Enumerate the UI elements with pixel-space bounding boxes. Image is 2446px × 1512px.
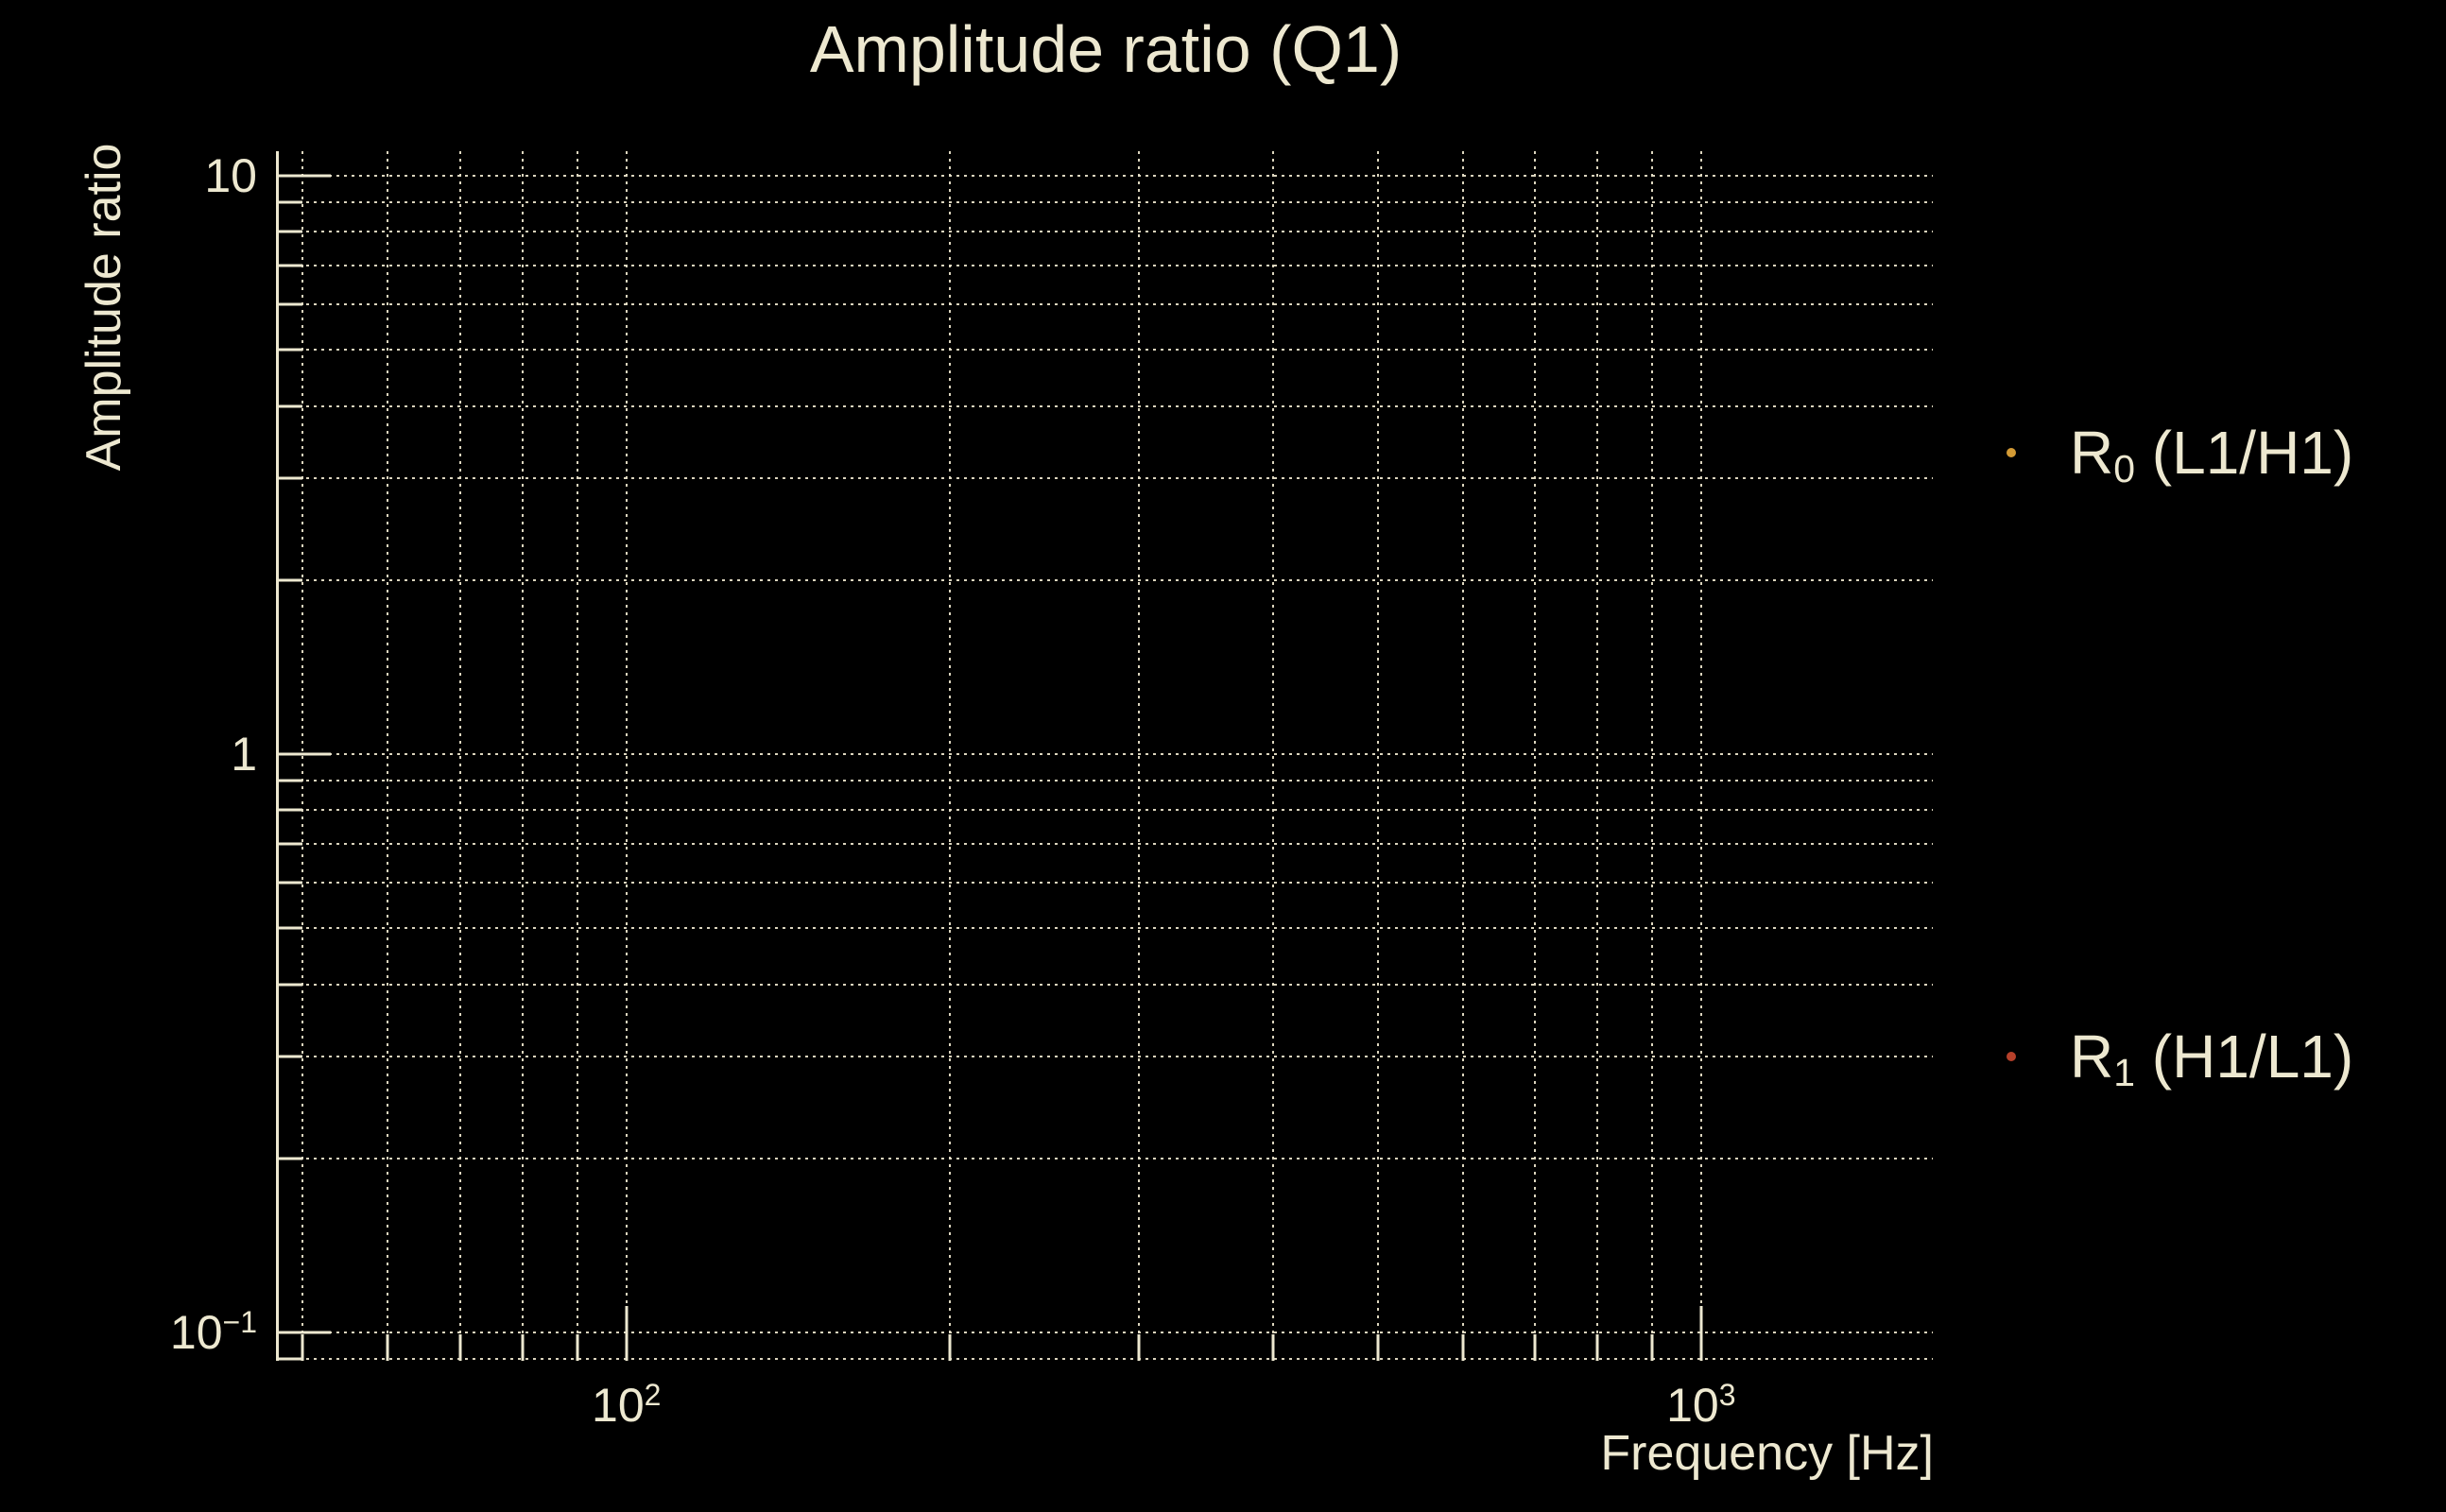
x-gridline xyxy=(387,151,389,1361)
y-minor-tick xyxy=(276,230,302,233)
y-gridline xyxy=(276,264,1933,266)
y-gridline xyxy=(276,752,1933,755)
tick-label-exponent: 2 xyxy=(644,1378,662,1413)
x-gridline xyxy=(301,151,304,1361)
tick-label-base: 10 xyxy=(592,1379,645,1432)
y-tick-labels: 10 1 10−1 xyxy=(0,151,257,1361)
x-gridline xyxy=(1533,151,1536,1361)
x-tick-label: 102 xyxy=(592,1379,661,1432)
y-major-tick xyxy=(276,1331,331,1334)
legend-item: R1 (H1/L1) xyxy=(1989,1022,2354,1094)
x-gridline xyxy=(576,151,578,1361)
x-gridline xyxy=(1272,151,1275,1361)
y-gridline xyxy=(276,231,1933,233)
y-gridline xyxy=(276,809,1933,812)
x-gridline xyxy=(1376,151,1379,1361)
legend-marker-box xyxy=(1989,1052,2034,1061)
x-minor-tick xyxy=(301,1334,304,1361)
y-minor-tick xyxy=(276,842,302,846)
y-minor-tick xyxy=(276,1055,302,1058)
y-gridline xyxy=(276,1331,1933,1333)
x-gridline xyxy=(949,151,952,1361)
legend-label: R1 (H1/L1) xyxy=(2070,1022,2354,1094)
x-minor-tick xyxy=(576,1334,579,1361)
x-gridline xyxy=(1138,151,1141,1361)
y-tick-label: 10−1 xyxy=(0,1305,257,1359)
y-gridline xyxy=(276,302,1933,305)
x-minor-tick xyxy=(386,1334,389,1361)
x-tick-labels: 102 103 xyxy=(276,1379,1933,1457)
x-minor-tick xyxy=(1461,1334,1465,1361)
y-tick-label: 1 xyxy=(0,730,257,778)
y-gridline xyxy=(276,404,1933,407)
x-minor-tick xyxy=(1137,1334,1141,1361)
x-major-tick xyxy=(625,1306,629,1361)
y-minor-tick xyxy=(276,476,302,480)
y-minor-tick xyxy=(276,983,302,986)
y-minor-tick xyxy=(276,348,302,352)
x-major-tick xyxy=(1699,1306,1703,1361)
x-gridline xyxy=(1699,151,1702,1361)
y-gridline xyxy=(276,201,1933,204)
y-minor-tick xyxy=(276,264,302,267)
y-minor-tick xyxy=(276,200,302,204)
x-minor-tick xyxy=(521,1334,525,1361)
y-gridline xyxy=(276,1055,1933,1057)
plot-area xyxy=(276,151,1933,1361)
x-tick-label: 103 xyxy=(1666,1379,1735,1432)
y-minor-tick xyxy=(276,302,302,306)
y-minor-tick xyxy=(276,404,302,408)
y-gridline xyxy=(276,175,1933,178)
y-major-tick xyxy=(276,752,331,756)
tick-label-base: 10 xyxy=(1666,1379,1719,1432)
x-minor-tick xyxy=(458,1334,462,1361)
x-gridline xyxy=(1595,151,1598,1361)
tick-label-base: 10 xyxy=(204,149,257,203)
tick-label-base: 10 xyxy=(169,1305,223,1359)
x-minor-tick xyxy=(1595,1334,1599,1361)
legend-label: R0 (L1/H1) xyxy=(2070,419,2354,490)
x-minor-tick xyxy=(1271,1334,1275,1361)
y-gridline xyxy=(276,1357,1933,1360)
tick-label-exponent: 3 xyxy=(1718,1378,1736,1413)
legend-marker-box xyxy=(1989,448,2034,457)
y-gridline xyxy=(276,881,1933,884)
chart-title: Amplitude ratio (Q1) xyxy=(809,12,1403,86)
y-major-tick xyxy=(276,174,331,178)
y-gridline xyxy=(276,927,1933,930)
x-gridline xyxy=(625,151,628,1361)
y-gridline xyxy=(276,983,1933,986)
y-axis-spine xyxy=(276,151,279,1361)
y-gridline xyxy=(276,842,1933,845)
x-gridline xyxy=(521,151,524,1361)
tick-label-base: 1 xyxy=(231,727,257,781)
y-minor-tick xyxy=(276,779,302,782)
x-minor-tick xyxy=(1650,1334,1654,1361)
y-minor-tick xyxy=(276,808,302,812)
x-minor-tick xyxy=(948,1334,952,1361)
tick-label-exponent: −1 xyxy=(222,1305,257,1340)
y-gridline xyxy=(276,349,1933,352)
y-minor-tick xyxy=(276,881,302,885)
y-minor-tick xyxy=(276,1157,302,1160)
legend-marker-dot xyxy=(2007,1052,2016,1061)
x-minor-tick xyxy=(1533,1334,1537,1361)
y-minor-tick xyxy=(276,578,302,582)
y-gridline xyxy=(276,1157,1933,1160)
x-gridline xyxy=(1650,151,1653,1361)
y-minor-tick xyxy=(276,1357,302,1361)
legend-marker-dot xyxy=(2007,448,2016,457)
x-axis-label: Frequency [Hz] xyxy=(1600,1426,1934,1481)
y-minor-tick xyxy=(276,926,302,930)
y-tick-label: 10 xyxy=(0,152,257,199)
y-gridline xyxy=(276,779,1933,782)
y-gridline xyxy=(276,477,1933,480)
x-gridline xyxy=(458,151,461,1361)
legend-item: R0 (L1/H1) xyxy=(1989,419,2354,490)
y-gridline xyxy=(276,578,1933,581)
x-minor-tick xyxy=(1376,1334,1380,1361)
x-gridline xyxy=(1461,151,1464,1361)
